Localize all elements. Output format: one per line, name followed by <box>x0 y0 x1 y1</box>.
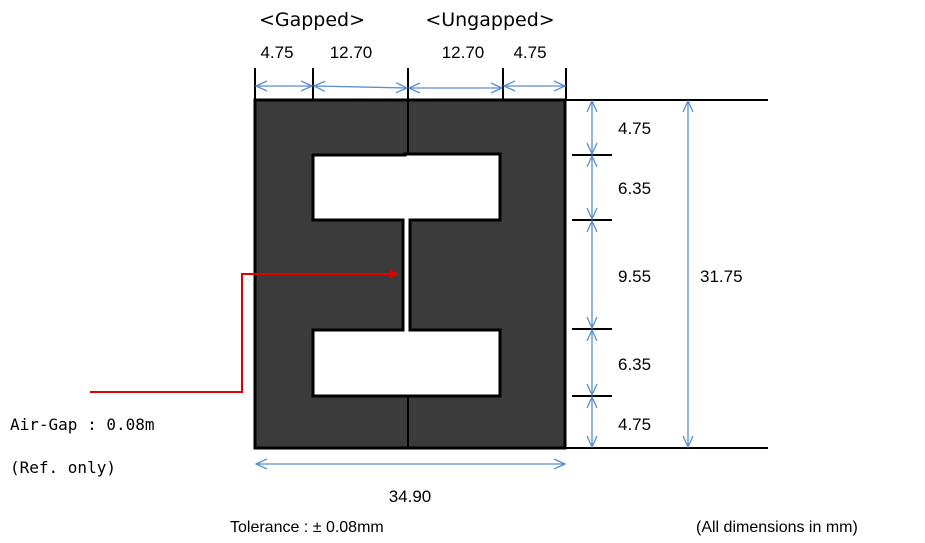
dim-arrow-top-2 <box>314 86 407 88</box>
dim-top-3: 12.70 <box>442 43 485 62</box>
gapped-header: <Gapped> <box>259 9 365 31</box>
dim-top-1: 4.75 <box>260 43 293 62</box>
air-gap-leader <box>90 269 399 393</box>
dim-top-2: 12.70 <box>330 43 373 62</box>
dim-top-4: 4.75 <box>513 43 546 62</box>
dim-right-5: 4.75 <box>618 415 651 434</box>
air-gap-note: (Ref. only) <box>10 458 116 477</box>
dim-right-4: 6.35 <box>618 355 651 374</box>
dim-overall-width: 34.90 <box>389 487 432 506</box>
dim-right-1: 4.75 <box>618 119 651 138</box>
air-gap-label: Air-Gap : 0.08m <box>10 415 155 434</box>
dim-overall-height: 31.75 <box>700 267 743 286</box>
dim-right-2: 6.35 <box>618 179 651 198</box>
dim-right-3: 9.55 <box>618 267 651 286</box>
tolerance-note: Tolerance : ± 0.08mm <box>230 519 384 536</box>
units-note: (All dimensions in mm) <box>696 519 858 536</box>
ungapped-header: <Ungapped> <box>425 9 554 31</box>
